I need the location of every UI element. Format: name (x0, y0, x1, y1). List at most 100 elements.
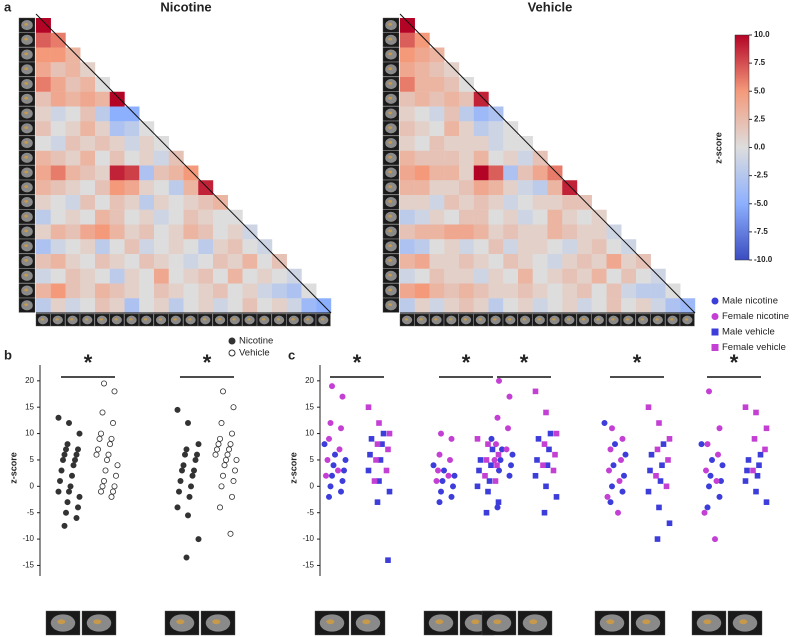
brain-thumbnail-highlight (596, 318, 600, 321)
heatmap-cell (50, 180, 66, 196)
brain-thumbnail-highlight (212, 619, 221, 625)
heatmap-cell (139, 165, 155, 181)
heatmap-cell (488, 106, 504, 122)
data-point (657, 478, 664, 484)
heatmap-cell (400, 268, 415, 284)
data-point (365, 467, 372, 474)
data-point (177, 478, 184, 485)
heatmap-cell (400, 106, 415, 122)
heatmap-cell (213, 224, 228, 240)
brain-thumbnail-highlight (176, 619, 185, 625)
brain-thumbnail-highlight (24, 111, 29, 115)
brain-thumbnail-highlight (611, 318, 615, 321)
data-point (368, 436, 375, 442)
heatmap-cell (139, 268, 155, 284)
heatmap-cell (154, 224, 169, 240)
heatmap-cell (242, 283, 258, 299)
heatmap-cell (547, 224, 563, 240)
heatmap-cell (227, 254, 243, 269)
brain-thumbnail-highlight (642, 619, 651, 625)
significance-star: * (633, 350, 642, 375)
heatmap-cell (518, 136, 533, 151)
brain-thumbnail-highlight (388, 111, 393, 115)
heatmap-cell (154, 239, 169, 255)
heatmap-cell (95, 195, 110, 210)
data-point (477, 457, 484, 463)
brain-thumbnail-highlight (739, 619, 748, 625)
heatmap-cell (95, 136, 110, 151)
heatmap-cell (488, 298, 504, 314)
heatmap-cell (36, 77, 51, 92)
colorbar-tick-label: 2.5 (754, 114, 766, 123)
data-point (553, 430, 560, 437)
heatmap-cell (503, 283, 519, 299)
heatmap-cell (36, 239, 51, 255)
heatmap-cell (444, 121, 460, 137)
heatmap-cell (400, 209, 415, 225)
heatmap-cell (429, 47, 445, 63)
heatmap-cell (168, 298, 184, 314)
data-point (491, 456, 498, 463)
data-point (704, 504, 711, 511)
data-point (494, 414, 501, 421)
heatmap-cell (444, 268, 460, 284)
data-point (325, 493, 332, 500)
heatmap-cell (36, 62, 51, 78)
heatmap-cell (213, 209, 228, 225)
heatmap-cell (429, 91, 445, 107)
data-point (622, 451, 629, 458)
y-tick-label: -15 (22, 561, 34, 570)
data-point (616, 478, 623, 485)
brain-thumbnail-highlight (24, 37, 29, 41)
brain-thumbnail-highlight (581, 318, 586, 321)
heatmap-cell (50, 283, 66, 299)
data-point (547, 430, 554, 437)
legend-marker (228, 337, 236, 345)
heatmap-cell (139, 239, 155, 255)
heatmap-cell (50, 62, 66, 78)
heatmap-cell (503, 165, 519, 181)
data-point (660, 441, 667, 447)
data-point (612, 441, 619, 448)
heatmap-cell (80, 121, 96, 137)
data-point (385, 557, 391, 563)
data-point (451, 472, 458, 479)
heatmap-cell (414, 195, 430, 210)
heatmap-title: Nicotine (160, 0, 211, 14)
data-point (386, 430, 393, 437)
data-point (604, 493, 611, 500)
data-point (222, 456, 229, 463)
data-point (114, 462, 121, 469)
heatmap-cell (36, 32, 51, 48)
data-point (104, 456, 111, 463)
data-point (324, 456, 331, 463)
brain-thumbnail-highlight (188, 318, 192, 321)
data-point (99, 409, 106, 416)
heatmap-cell (109, 298, 125, 314)
panel-label: b (4, 347, 12, 362)
brain-thumbnail-highlight (306, 318, 310, 321)
heatmap-cell (36, 18, 51, 33)
heatmap-cell (591, 239, 607, 255)
y-axis-label: z-score (8, 452, 18, 484)
heatmap-cell (503, 136, 519, 151)
data-point (219, 472, 226, 479)
heatmap-cell (591, 283, 607, 299)
heatmap-cell (518, 268, 533, 284)
heatmap-cell (198, 224, 214, 240)
heatmap-cell (65, 91, 81, 107)
y-tick-label: 0 (30, 481, 35, 490)
data-point (190, 467, 197, 474)
brain-thumbnail-highlight (388, 244, 393, 248)
data-point (706, 483, 713, 490)
y-tick-label: 15 (25, 402, 34, 411)
heatmap-cell (414, 298, 430, 314)
data-point (713, 478, 720, 485)
data-point (439, 478, 446, 485)
heatmap-cell (444, 165, 460, 181)
brain-thumbnail-highlight (70, 318, 74, 321)
data-point (609, 483, 616, 490)
heatmap-cell (591, 268, 607, 284)
heatmap-cell (95, 209, 110, 225)
